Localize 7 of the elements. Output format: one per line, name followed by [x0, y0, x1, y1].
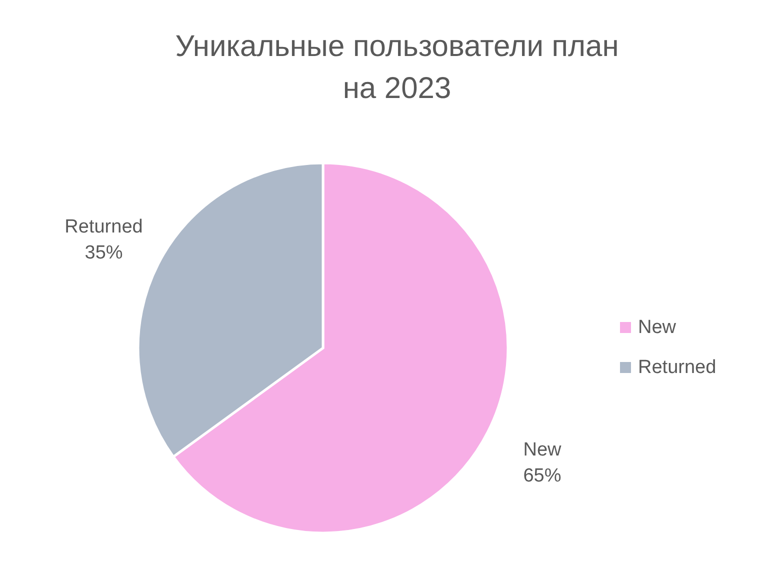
legend-label: Returned [638, 357, 716, 378]
data-label: 65% [523, 466, 562, 487]
chart-title: Уникальные пользователи план на 2023 [175, 30, 619, 105]
slice-label: New [523, 440, 562, 461]
data-label: 35% [84, 242, 123, 264]
slice-label: Returned [64, 216, 143, 238]
legend-label: New [638, 317, 676, 338]
